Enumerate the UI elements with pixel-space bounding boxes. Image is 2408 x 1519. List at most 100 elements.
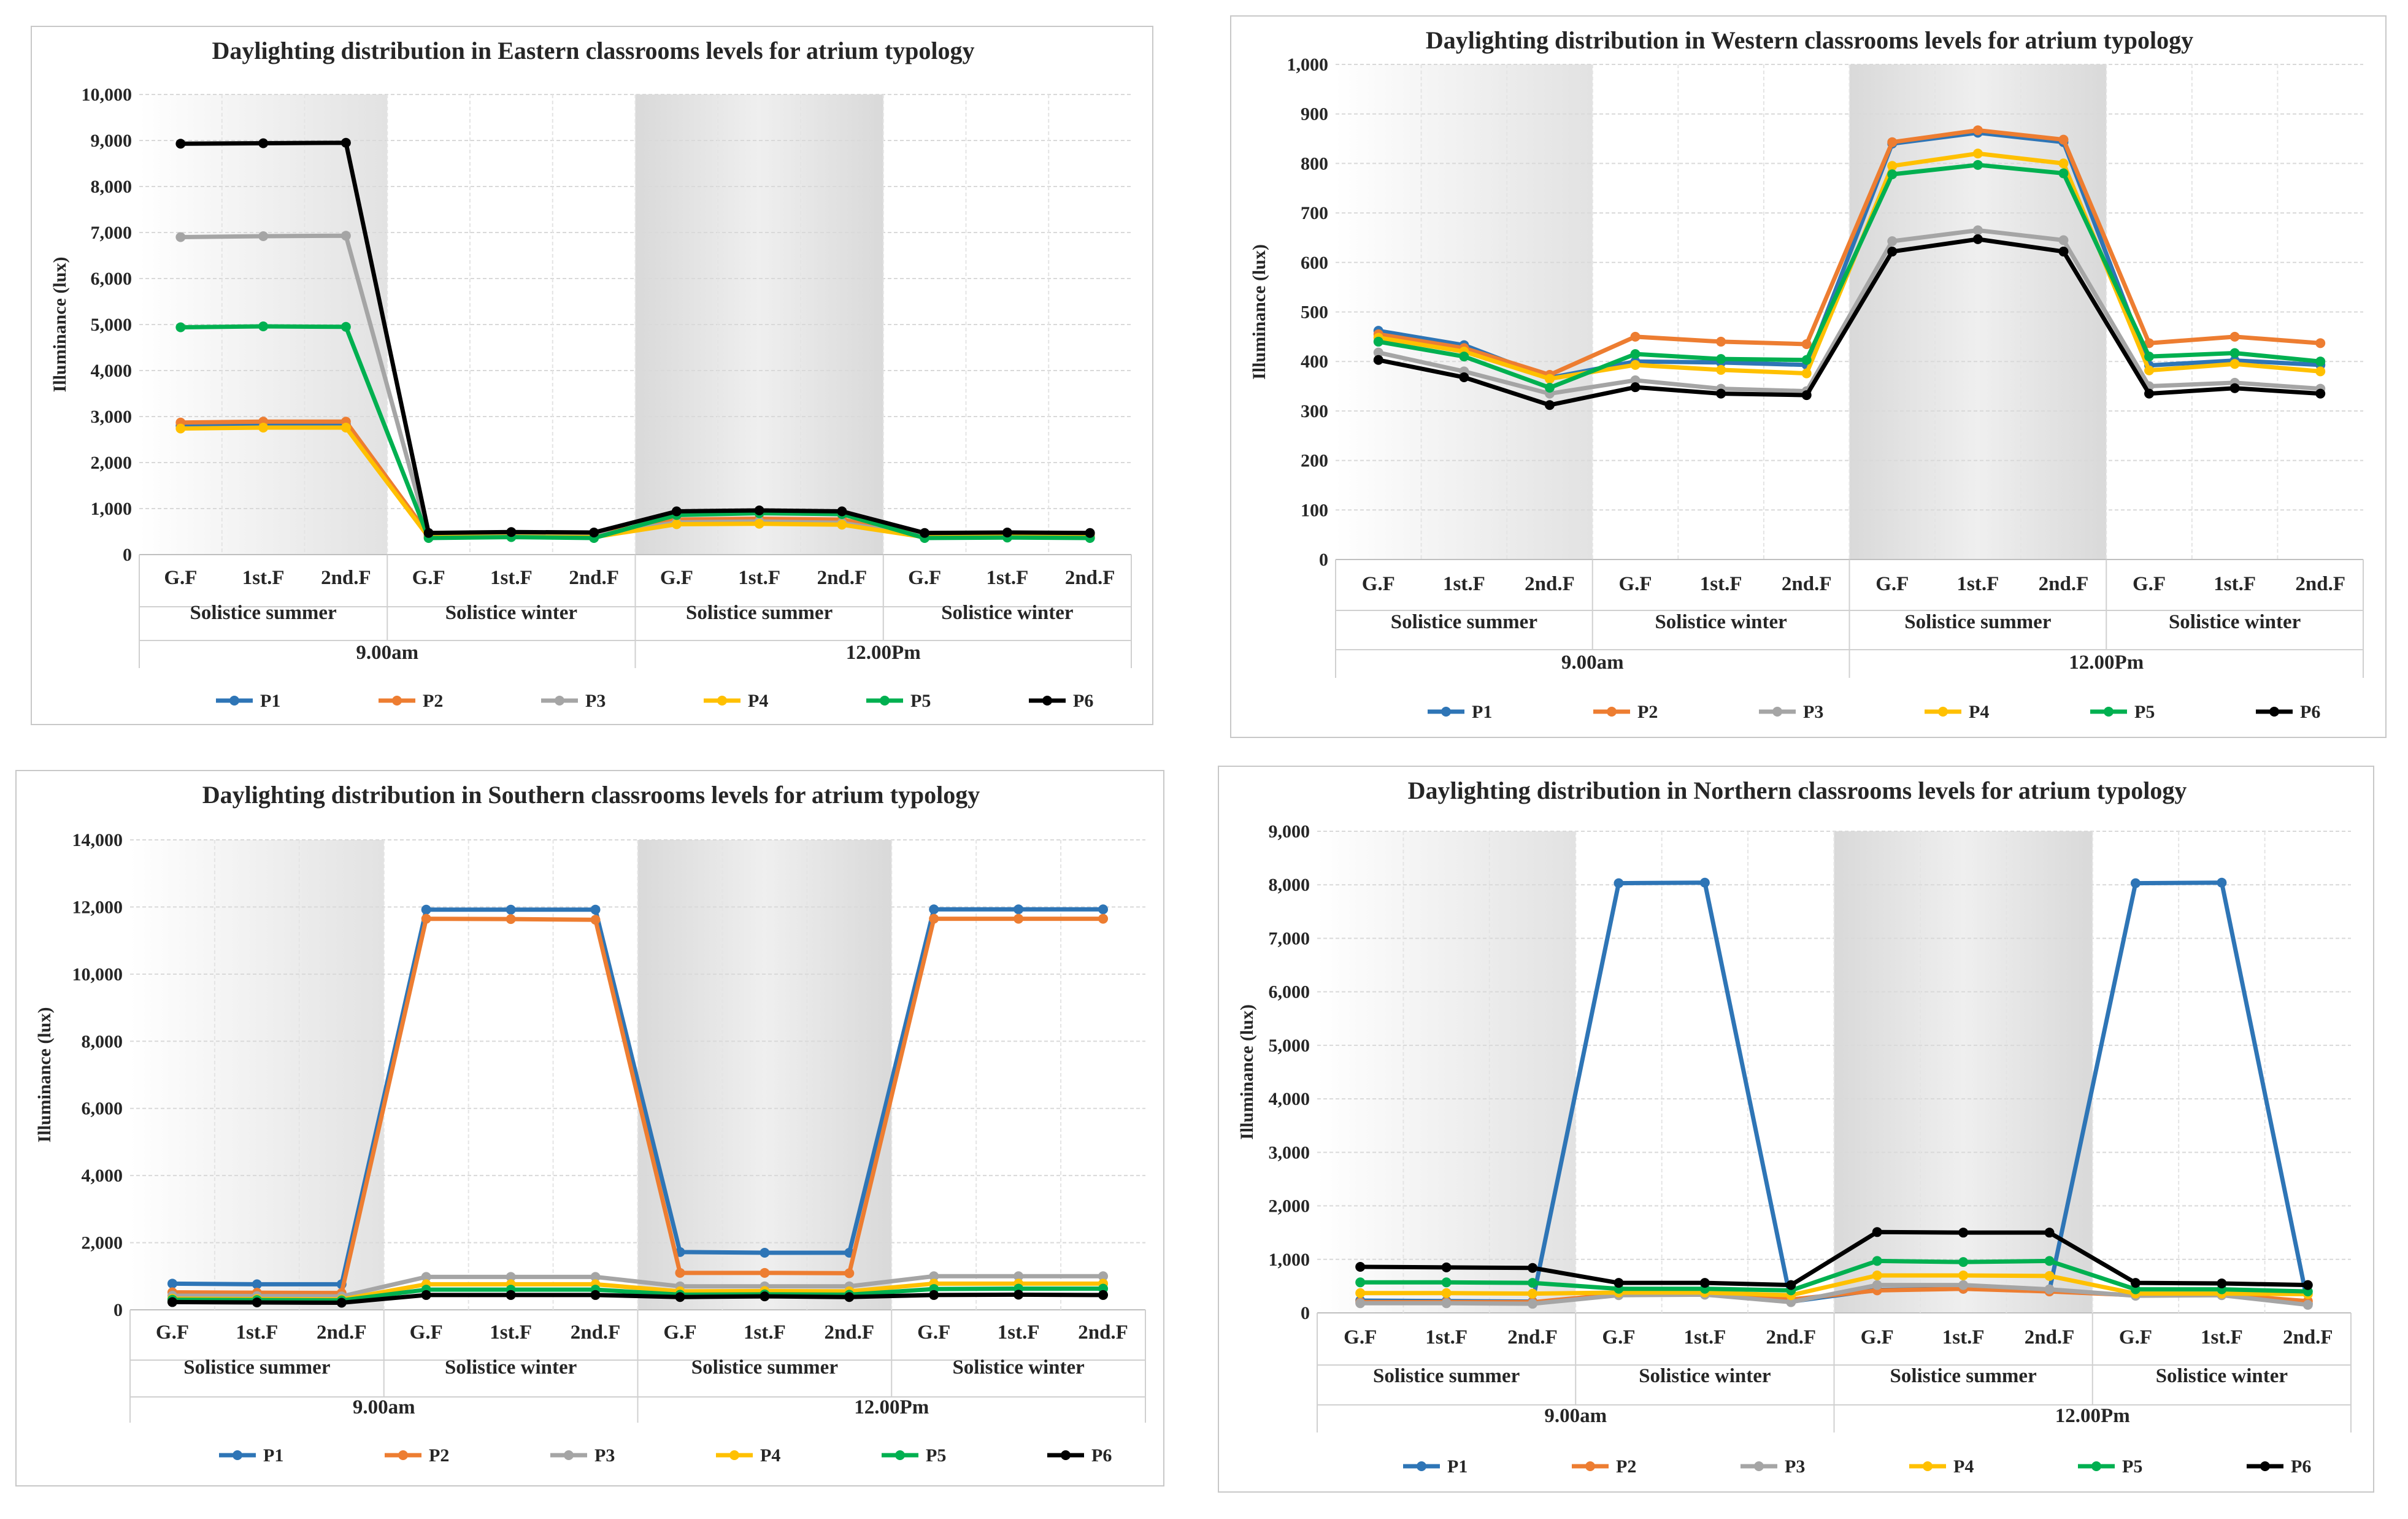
legend-marker-p1 xyxy=(233,1450,242,1460)
data-point-p6 xyxy=(1098,1290,1109,1300)
legend-label-p1: P1 xyxy=(1447,1456,1467,1477)
legend-marker-p4 xyxy=(1938,707,1948,717)
data-point-p1 xyxy=(1699,877,1710,888)
x-category-label: 2nd.F xyxy=(824,1321,874,1344)
y-tick-label: 8,000 xyxy=(1269,875,1310,895)
x-season-label: Solistice summer xyxy=(1391,611,1537,633)
data-point-p4 xyxy=(1801,368,1812,379)
data-point-p4 xyxy=(2315,366,2326,377)
y-tick-label: 0 xyxy=(113,1300,123,1320)
data-point-p1 xyxy=(1014,904,1024,915)
y-axis-label: Illuminance (lux) xyxy=(1249,244,1269,380)
y-tick-label: 1,000 xyxy=(1287,55,1329,75)
data-point-p5 xyxy=(2144,352,2155,362)
data-point-p6 xyxy=(423,528,434,538)
data-point-p2 xyxy=(1014,913,1024,924)
chart-south: Daylighting distribution in Southern cla… xyxy=(15,770,1164,1486)
series-line-p5 xyxy=(172,1286,1104,1303)
data-point-p3 xyxy=(1972,225,1983,236)
x-season-label: Solistice winter xyxy=(941,602,1073,624)
data-point-p4 xyxy=(258,423,269,433)
data-point-p4 xyxy=(1355,1288,1366,1298)
chart-title: Daylighting distribution in Eastern clas… xyxy=(212,37,974,64)
y-tick-label: 14,000 xyxy=(72,830,123,850)
data-point-p5 xyxy=(258,321,269,331)
series-line-p5 xyxy=(1378,163,2321,390)
x-category-label: 2nd.F xyxy=(2283,1326,2333,1348)
x-category-label: 1st.F xyxy=(490,1321,532,1344)
chart-east-svg: Daylighting distribution in Eastern clas… xyxy=(50,37,1132,711)
data-point-p6 xyxy=(1002,528,1012,537)
x-category-label: 2nd.F xyxy=(317,1321,367,1344)
x-season-label: Solistice summer xyxy=(686,602,833,624)
y-tick-label: 700 xyxy=(1301,203,1328,223)
legend-marker-p3 xyxy=(564,1450,574,1460)
data-point-p3 xyxy=(1441,1298,1452,1309)
x-time-label: 12.00Pm xyxy=(2069,652,2144,674)
data-point-p5 xyxy=(1958,1257,1969,1267)
x-category-label: G.F xyxy=(156,1321,189,1344)
legend-marker-p1 xyxy=(1417,1461,1426,1471)
y-tick-label: 9,000 xyxy=(1269,821,1310,842)
data-point-p6 xyxy=(844,1292,855,1302)
data-point-p5 xyxy=(340,321,351,332)
data-point-p6 xyxy=(506,1290,516,1300)
legend-marker-p6 xyxy=(2269,707,2279,717)
legend-label-p3: P3 xyxy=(585,691,606,711)
data-point-p3 xyxy=(929,1271,939,1282)
x-category-label: 2nd.F xyxy=(1525,573,1575,595)
data-point-p2 xyxy=(2315,338,2326,348)
legend-label-p5: P5 xyxy=(2122,1456,2142,1477)
data-point-p6 xyxy=(1014,1290,1024,1300)
legend-label-p1: P1 xyxy=(260,691,280,711)
x-category-label: 1st.F xyxy=(738,567,780,589)
data-point-p6 xyxy=(920,528,930,538)
data-point-p6 xyxy=(2130,1278,2141,1288)
data-point-p6 xyxy=(2315,388,2326,399)
y-tick-label: 6,000 xyxy=(1269,982,1310,1002)
legend-marker-p5 xyxy=(880,696,890,706)
x-time-label: 9.00am xyxy=(1544,1405,1607,1427)
data-point-p2 xyxy=(760,1267,770,1278)
data-point-p4 xyxy=(837,520,847,530)
legend-marker-p2 xyxy=(1607,707,1617,717)
y-tick-label: 4,000 xyxy=(1269,1089,1310,1109)
data-point-p4 xyxy=(1887,161,1898,171)
data-point-p6 xyxy=(671,506,682,517)
x-season-label: Solistice summer xyxy=(691,1356,838,1379)
x-time-label: 12.00Pm xyxy=(846,642,921,664)
data-point-p4 xyxy=(1544,374,1555,384)
data-point-p2 xyxy=(421,913,431,924)
x-category-label: 2nd.F xyxy=(321,567,371,589)
x-category-label: 2nd.F xyxy=(1766,1326,1816,1348)
series-line-p6 xyxy=(180,140,1090,536)
legend-marker-p6 xyxy=(1061,1450,1071,1460)
data-point-p6 xyxy=(2229,383,2240,393)
x-category-label: G.F xyxy=(1602,1326,1635,1348)
data-point-p2 xyxy=(929,913,939,924)
data-point-p6 xyxy=(589,528,599,537)
x-category-label: 1st.F xyxy=(2201,1326,2243,1348)
data-point-p4 xyxy=(1528,1288,1538,1299)
y-tick-label: 5,000 xyxy=(1269,1036,1310,1056)
x-category-label: 2nd.F xyxy=(1782,573,1832,595)
legend-label-p6: P6 xyxy=(1091,1445,1112,1466)
x-season-label: Solistice winter xyxy=(2156,1365,2288,1387)
y-tick-label: 500 xyxy=(1301,302,1328,323)
x-category-label: 1st.F xyxy=(1684,1326,1726,1348)
series-line-p2 xyxy=(1378,128,2321,377)
legend-label-p4: P4 xyxy=(1953,1456,1974,1477)
data-point-p6 xyxy=(336,1298,347,1308)
legend-label-p2: P2 xyxy=(1616,1456,1636,1477)
x-category-label: 2nd.F xyxy=(1078,1321,1128,1344)
y-axis-label: Illuminance (lux) xyxy=(34,1007,55,1143)
data-point-p1 xyxy=(421,904,431,915)
x-time-label: 9.00am xyxy=(353,1396,415,1418)
legend-marker-p5 xyxy=(2104,707,2114,717)
x-category-label: 1st.F xyxy=(1443,573,1485,595)
x-category-label: G.F xyxy=(1619,573,1652,595)
data-point-p5 xyxy=(1887,169,1898,180)
x-season-label: Solistice winter xyxy=(445,602,577,624)
y-tick-label: 400 xyxy=(1301,352,1328,372)
x-category-label: 2nd.F xyxy=(2295,573,2345,595)
